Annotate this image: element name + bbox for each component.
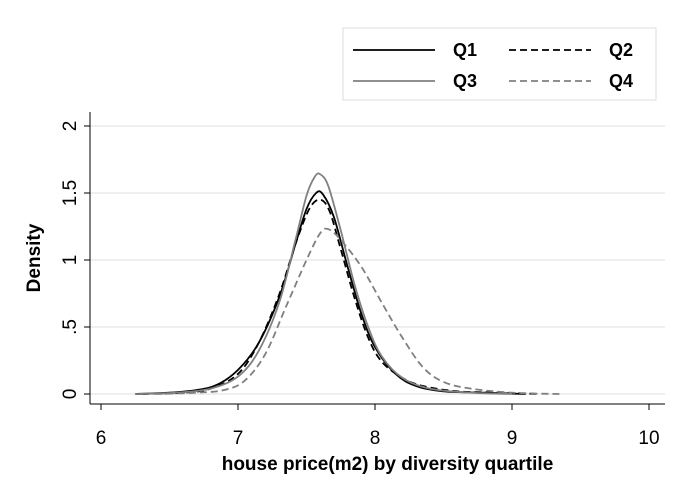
y-axis-title: Density bbox=[24, 223, 45, 292]
legend-label-q2: Q2 bbox=[609, 40, 633, 60]
legend-box bbox=[342, 27, 657, 101]
y-tick-label: 1.5 bbox=[60, 180, 81, 206]
series-line-q4 bbox=[155, 227, 560, 395]
y-tick-label: 1 bbox=[60, 255, 81, 266]
series-line-q3 bbox=[135, 172, 513, 395]
series-lines bbox=[135, 172, 560, 395]
y-tick-label: .5 bbox=[60, 319, 81, 335]
legend-label-q1: Q1 bbox=[453, 40, 477, 60]
x-tick-label: 6 bbox=[96, 428, 107, 449]
y-tick-label: 2 bbox=[60, 121, 81, 132]
x-tick-label: 7 bbox=[233, 428, 244, 449]
legend: Q1 Q2 Q3 Q4 bbox=[342, 27, 657, 101]
x-axis-title: house price(m2) by diversity quartile bbox=[222, 454, 554, 475]
gridlines bbox=[90, 125, 665, 395]
y-tick-label: 0 bbox=[60, 389, 81, 400]
series-line-q1 bbox=[135, 190, 526, 395]
legend-label-q4: Q4 bbox=[609, 71, 633, 91]
x-tick-label: 8 bbox=[370, 428, 381, 449]
axes: 0 .5 1 1.5 2 6 7 8 9 10 bbox=[60, 112, 665, 449]
x-tick-label: 9 bbox=[507, 428, 518, 449]
x-tick-label: 10 bbox=[638, 428, 659, 449]
legend-label-q3: Q3 bbox=[453, 71, 477, 91]
